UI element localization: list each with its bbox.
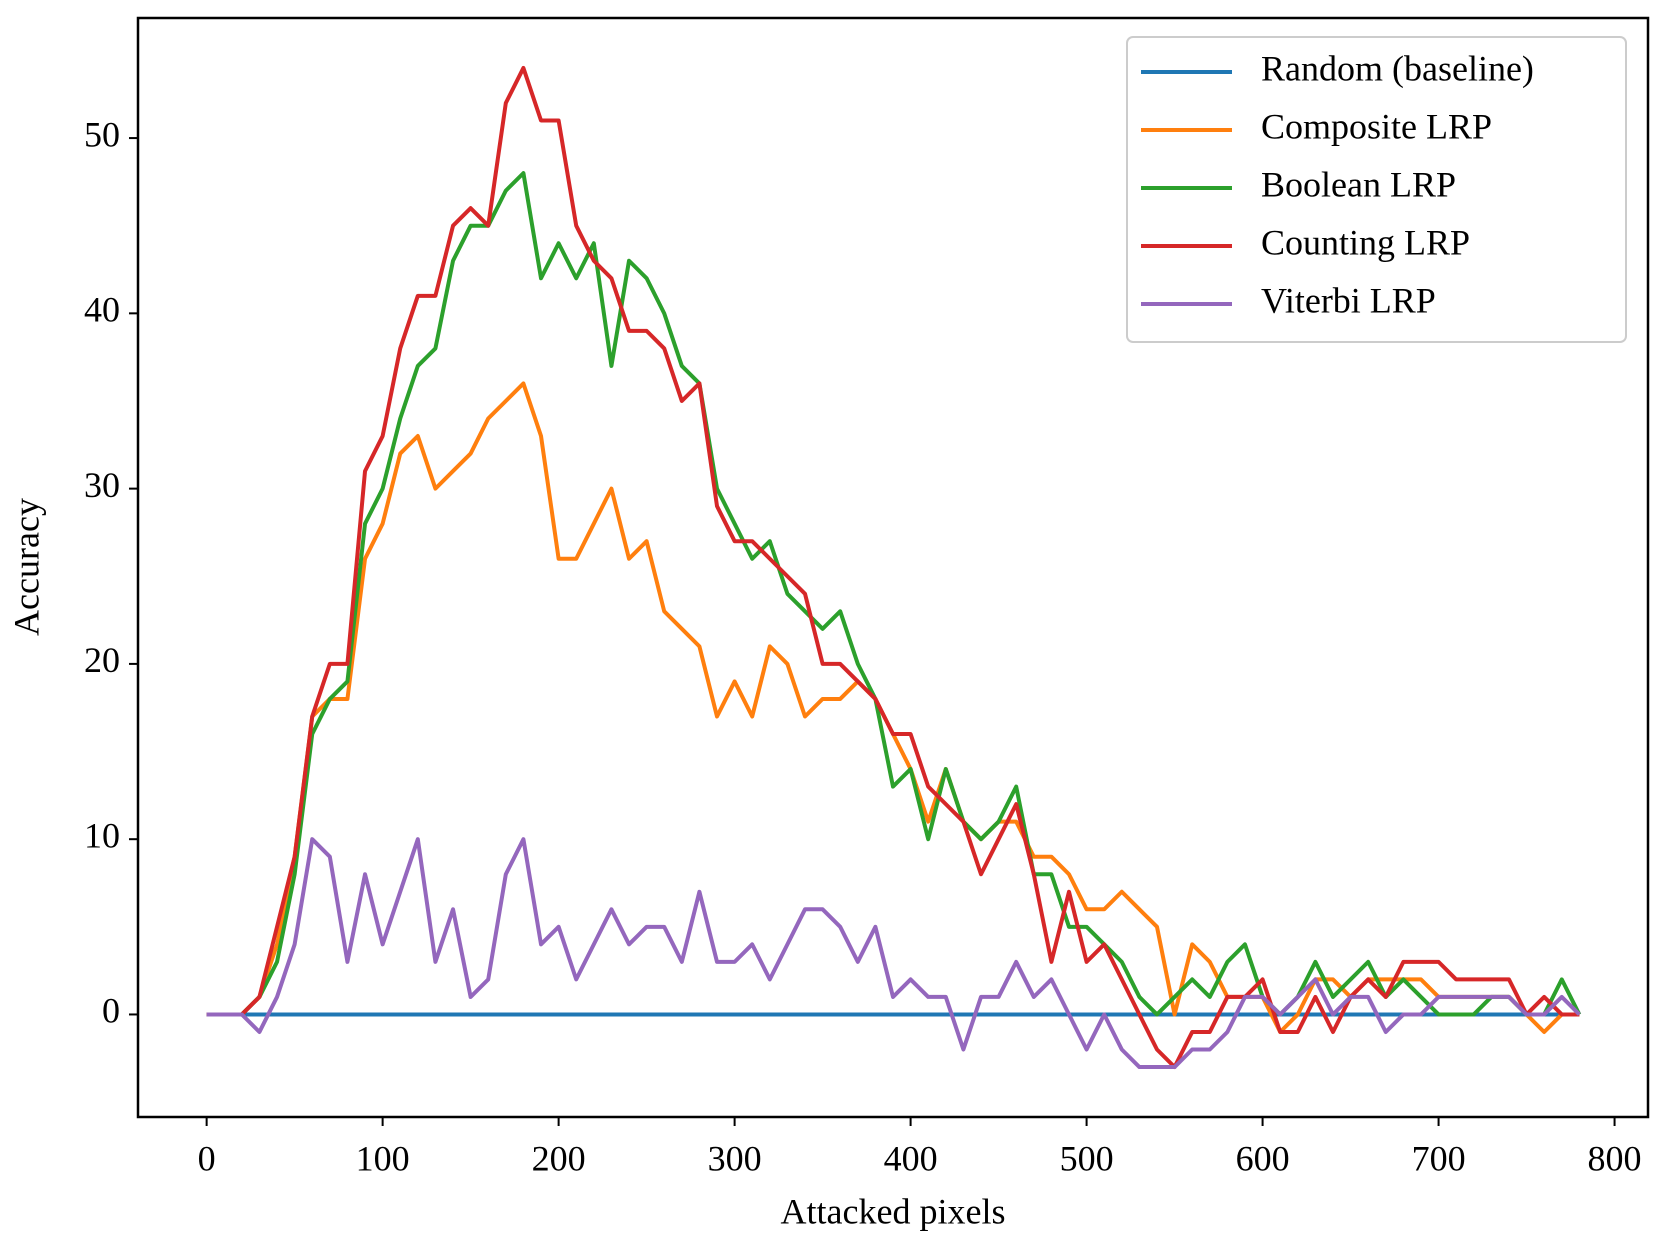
series-line: [206, 171, 1582, 1017]
x-tick-label: 300: [708, 1138, 762, 1178]
y-tick-label: 40: [84, 290, 120, 330]
legend-box: [1126, 36, 1627, 343]
y-tick-label: 0: [102, 991, 120, 1031]
legend-label: Boolean LRP: [1261, 164, 1456, 204]
y-tick-label: 30: [84, 465, 120, 505]
x-tick-label: 600: [1236, 1138, 1290, 1178]
legend-label: Counting LRP: [1261, 222, 1470, 262]
x-tick-label: 200: [532, 1138, 586, 1178]
legend-label: Composite LRP: [1261, 106, 1492, 146]
series-line: [206, 837, 1581, 1070]
x-tick-label: 700: [1412, 1138, 1466, 1178]
legend-label: Random (baseline): [1261, 48, 1534, 88]
x-axis-label: Attacked pixels: [781, 1191, 1006, 1231]
x-tick-label: 800: [1588, 1138, 1642, 1178]
y-tick-label: 10: [84, 815, 120, 855]
x-tick-label: 400: [884, 1138, 938, 1178]
x-tick-label: 500: [1060, 1138, 1114, 1178]
x-tick-label: 100: [356, 1138, 410, 1178]
series-line: [206, 381, 1580, 1034]
y-tick-label: 20: [84, 640, 120, 680]
y-axis-label: Accuracy: [6, 498, 46, 636]
x-tick-label: 0: [198, 1138, 216, 1178]
y-tick-label: 50: [84, 114, 120, 154]
plot-frame: [136, 16, 1650, 1119]
legend-label: Viterbi LRP: [1261, 280, 1436, 320]
